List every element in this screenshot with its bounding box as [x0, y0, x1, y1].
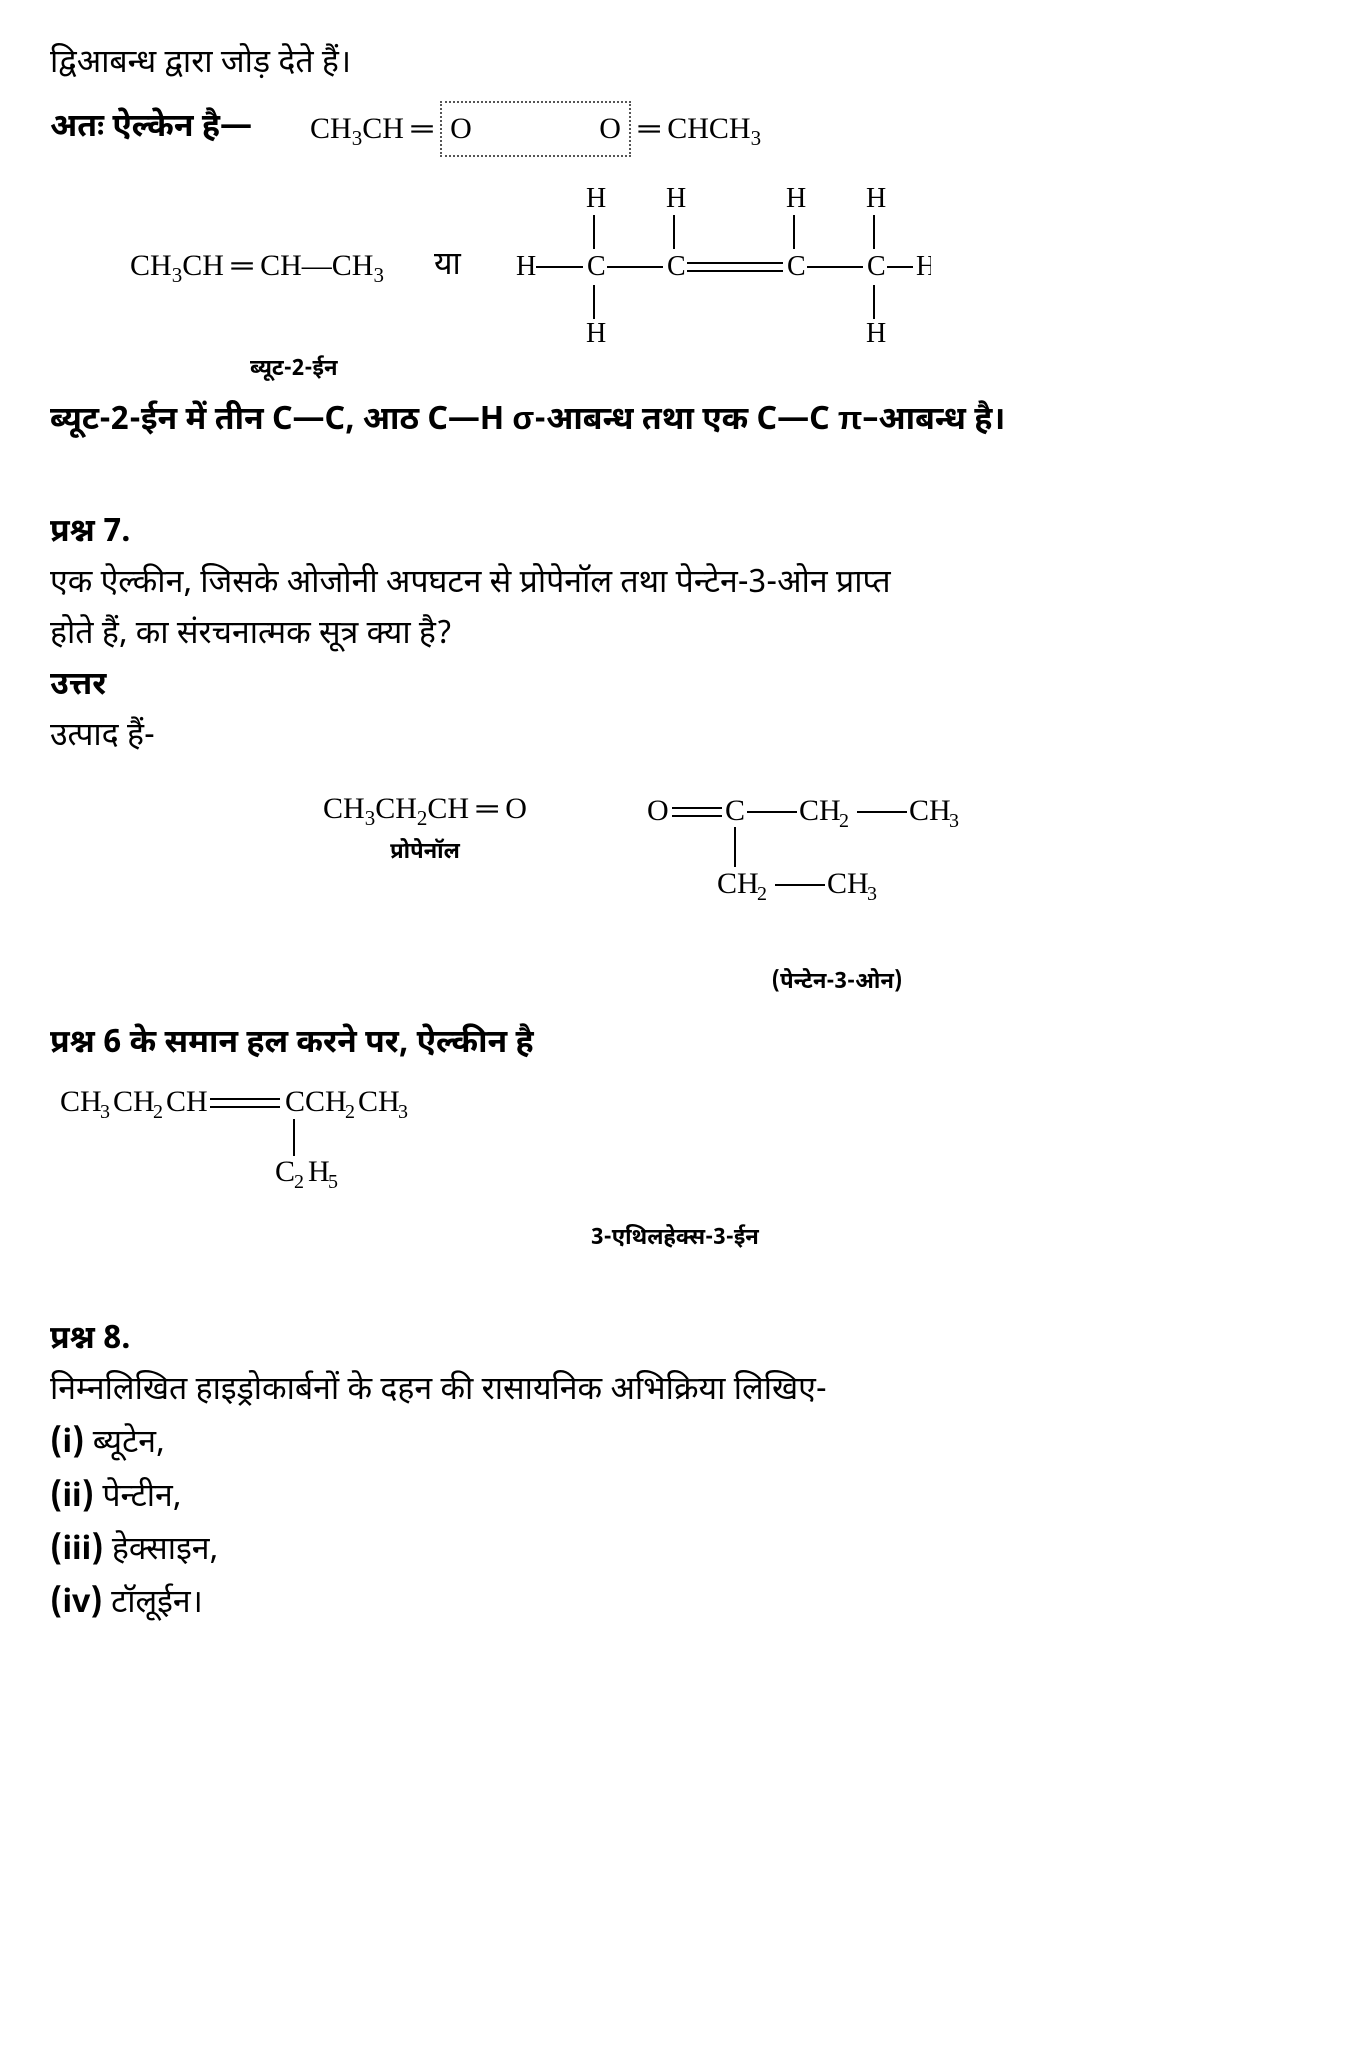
svg-text:CH: CH	[909, 794, 951, 827]
svg-text:CH: CH	[60, 1085, 102, 1118]
q8-body: निम्नलिखित हाइड्रोकार्बनों के दहन की रास…	[50, 1367, 1300, 1418]
or-label: या	[434, 242, 461, 293]
q8-item-i: (i) ब्यूटेन,	[50, 1420, 1300, 1471]
svg-text:CH: CH	[799, 794, 841, 827]
q8-heading: प्रश्न 8.	[50, 1316, 1300, 1367]
pentanone-label: (पेन्टेन-3-ओन)	[647, 965, 1027, 1000]
svg-text:H: H	[866, 187, 886, 214]
but2ene-row: CH3CH ═ CH—CH3 या H H H H H C C C C H	[50, 187, 1300, 347]
svg-text:H: H	[786, 187, 806, 214]
svg-text:H: H	[666, 187, 686, 214]
svg-text:3: 3	[398, 1101, 408, 1123]
line-ozonolysis-intro: द्विआबन्ध द्वारा जोड़ देते हैं।	[50, 40, 1300, 91]
but2ene-condensed: CH3CH ═ CH—CH3	[130, 242, 384, 293]
products-row: CH3CH2CH ═ O प्रोपेनॉल O C CH 2 CH 3 CH …	[50, 785, 1300, 1000]
svg-text:C: C	[867, 251, 886, 282]
pentanone-block: O C CH 2 CH 3 CH 2 CH 3 (पेन्टेन-3-ओन)	[647, 785, 1027, 1000]
svg-text:O: O	[647, 794, 669, 827]
svg-text:C: C	[587, 251, 606, 282]
propenal-label: प्रोपेनॉल	[323, 835, 527, 870]
svg-text:CH: CH	[166, 1085, 208, 1118]
svg-text:2: 2	[294, 1171, 304, 1193]
solve-as-6: प्रश्न 6 के समान हल करने पर, ऐल्कीन है	[50, 1020, 1300, 1071]
svg-text:2: 2	[839, 810, 849, 832]
svg-text:5: 5	[328, 1171, 338, 1193]
svg-text:H: H	[866, 318, 886, 347]
propenal-block: CH3CH2CH ═ O प्रोपेनॉल	[323, 785, 527, 871]
q8-item-ii: (ii) पेन्टीन,	[50, 1474, 1300, 1525]
products-label: उत्पाद हैं-	[50, 713, 1300, 764]
q8-item-iii: (iii) हेक्साइन,	[50, 1527, 1300, 1578]
but2ene-structural: H H H H H C C C C H	[511, 187, 931, 347]
ozonide-split-row: अतः ऐल्केन है— CH3CH ═ O O ═ CHCH3	[50, 101, 1300, 157]
q7-body-line2: होते हैं, का संरचनात्मक सूत्र क्या है?	[50, 611, 1300, 662]
ozonide-formula: CH3CH ═ O O ═ CHCH3	[310, 101, 761, 157]
answer-label: उत्तर	[50, 662, 1300, 713]
svg-text:H: H	[586, 187, 606, 214]
svg-text:C: C	[725, 794, 745, 827]
svg-text:CH: CH	[358, 1085, 400, 1118]
svg-text:3: 3	[100, 1101, 110, 1123]
svg-text:CCH: CCH	[285, 1085, 347, 1118]
svg-text:H: H	[586, 318, 606, 347]
svg-text:C: C	[787, 251, 806, 282]
ethylhexene-block: CH 3 CH 2 CH CCH 2 CH 3 C 2 H 5 3-एथिलहे…	[50, 1081, 1300, 1256]
bond-count-line: ब्यूट-2-ईन में तीन C—C, आठ C—H σ-आबन्ध त…	[50, 397, 1300, 448]
svg-text:CH: CH	[827, 867, 869, 900]
therefore-label: अतः ऐल्केन है—	[50, 104, 310, 155]
svg-text:CH: CH	[113, 1085, 155, 1118]
svg-text:3: 3	[949, 810, 959, 832]
svg-text:2: 2	[345, 1101, 355, 1123]
svg-text:3: 3	[867, 883, 877, 905]
q7-body-line1: एक ऐल्कीन, जिसके ओजोनी अपघटन से प्रोपेनॉ…	[50, 560, 1300, 611]
svg-text:H: H	[308, 1155, 330, 1188]
svg-text:C: C	[275, 1155, 295, 1188]
svg-text:H: H	[516, 251, 536, 282]
svg-text:2: 2	[757, 883, 767, 905]
ethylhex-label: 3-एथिलहेक्स-3-ईन	[50, 1221, 1300, 1256]
q7-heading: प्रश्न 7.	[50, 509, 1300, 560]
svg-text:C: C	[667, 251, 686, 282]
q8-item-iv: (iv) टॉलूईन।	[50, 1580, 1300, 1631]
svg-text:CH: CH	[717, 867, 759, 900]
svg-text:2: 2	[153, 1101, 163, 1123]
but2ene-label: ब्यूट-2-ईन	[250, 352, 1300, 387]
svg-text:H: H	[916, 251, 931, 282]
